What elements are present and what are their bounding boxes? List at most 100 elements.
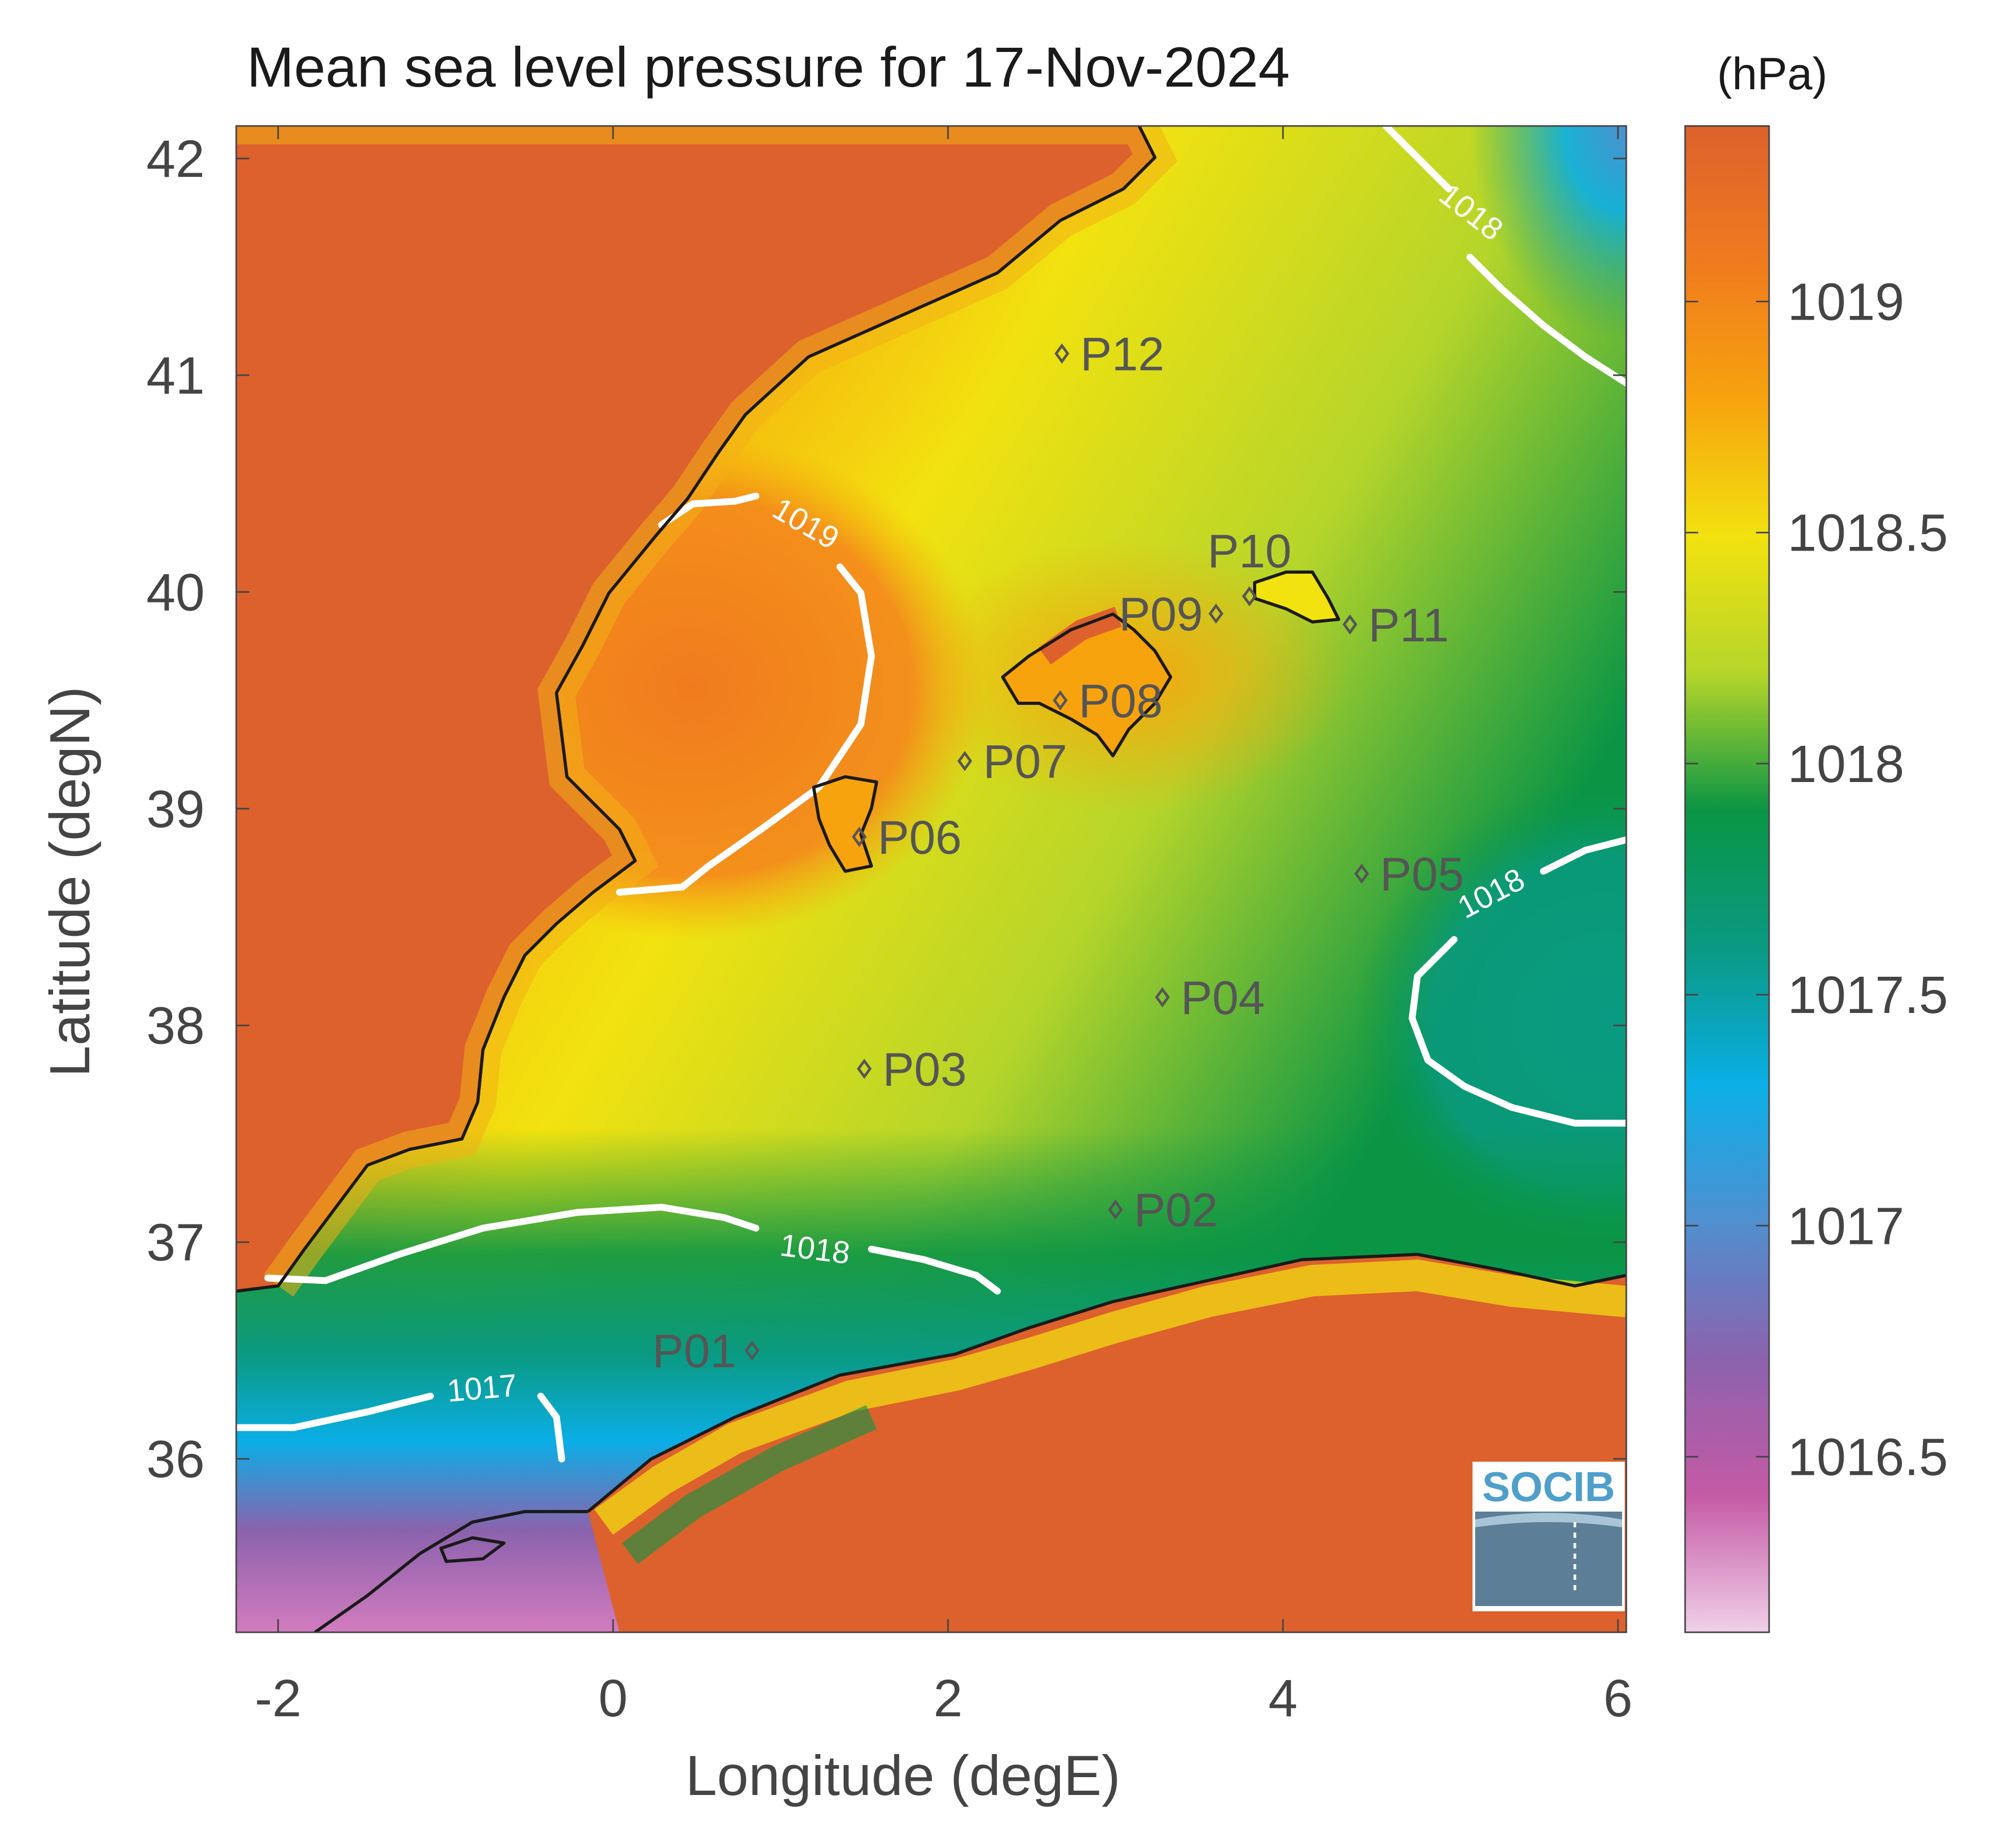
station-label: P07	[983, 736, 1067, 788]
isobar-1018-ne-b	[1466, 254, 1626, 387]
land-iberia	[236, 126, 1155, 1291]
coastline-alboran	[439, 1536, 506, 1563]
station-marker-icon	[851, 827, 867, 847]
station-marker-icon	[857, 1059, 872, 1079]
isobar-label-1017: 1017	[446, 1367, 519, 1408]
station-label: P04	[1181, 972, 1265, 1025]
x-tick-label: -2	[255, 1669, 301, 1728]
y-tick-label: 37	[146, 1213, 205, 1272]
logo-wave-panel	[1475, 1512, 1622, 1606]
coastline-iberia	[236, 126, 1156, 1293]
land-ibiza	[814, 777, 877, 871]
station-marker-icon	[1054, 343, 1069, 364]
coastline-menorca	[1253, 571, 1340, 624]
mallorca-mountains	[1038, 607, 1122, 665]
isobar-label-1018-south: 1018	[778, 1227, 852, 1271]
units-label: (hPa)	[1717, 49, 1827, 99]
station-label: P12	[1080, 329, 1164, 381]
y-axis-label: Latitude (degN)	[38, 687, 101, 1077]
station-marker-icon	[1242, 586, 1257, 607]
station-p02[interactable]: P02	[1108, 1185, 1218, 1237]
station-marker-icon	[1108, 1199, 1123, 1220]
title-group: Mean sea level pressure for 17-Nov-2024 …	[247, 35, 1827, 99]
land-menorca	[1255, 572, 1339, 622]
isobar-1018-east-a	[1408, 936, 1626, 1127]
colorbar-tick-label: 1017.5	[1787, 966, 1948, 1025]
y-tick-label: 39	[146, 780, 205, 839]
station-label: P01	[652, 1325, 736, 1378]
station-label: P11	[1369, 599, 1449, 652]
coastline-ibiza	[812, 775, 878, 873]
station-p01[interactable]: P01	[652, 1325, 760, 1378]
station-label: P10	[1207, 525, 1291, 578]
station-p03[interactable]: P03	[857, 1043, 967, 1096]
station-p05[interactable]: P05	[1354, 849, 1464, 901]
x-tick-label: 6	[1603, 1669, 1633, 1728]
colorbar-tick-label: 1017	[1787, 1197, 1904, 1255]
coastal-band-africa	[594, 1259, 1626, 1535]
station-label: P05	[1380, 849, 1464, 901]
land-africa	[588, 1254, 1626, 1632]
isobar-1018-south-b	[868, 1245, 1001, 1295]
station-label: P06	[878, 811, 962, 864]
plot-frame	[235, 125, 1627, 1633]
isobar-1018-east-b	[1540, 836, 1626, 875]
coastlines	[236, 126, 1626, 1632]
station-p10[interactable]: P10	[1207, 525, 1291, 607]
station-p09[interactable]: P09	[1119, 588, 1224, 641]
x-axis-ticks: -2 0 2 4 6	[255, 126, 1633, 1728]
logo-wave-icon	[1475, 1513, 1622, 1527]
colorbar-tick-label: 1016.5	[1787, 1428, 1948, 1486]
x-axis-label: Longitude (degE)	[686, 1744, 1121, 1807]
station-p04[interactable]: P04	[1155, 972, 1265, 1025]
station-marker-icon	[1354, 863, 1370, 884]
station-p11[interactable]: P11	[1342, 599, 1449, 652]
colorbar-ticks: 1016.5 1017 1017.5 1018 1018.5 1019	[1685, 273, 1948, 1486]
isobar-1017-b	[537, 1392, 565, 1463]
isobar-1018-ne-a	[1382, 126, 1453, 193]
colorbar-tick-label: 1018	[1787, 735, 1904, 794]
isobar-1019-b	[616, 563, 875, 896]
x-tick-label: 2	[933, 1669, 963, 1728]
station-p06[interactable]: P06	[851, 811, 962, 864]
y-tick-label: 42	[146, 130, 205, 188]
station-p08[interactable]: P08	[1053, 675, 1163, 727]
station-p07[interactable]: P07	[957, 736, 1067, 788]
station-marker-icon	[1053, 690, 1068, 711]
coastal-band-africa-green	[622, 1405, 877, 1564]
coastline-gibraltar	[314, 1510, 588, 1632]
coastline-mallorca	[1001, 613, 1172, 757]
station-marker-icon	[1208, 603, 1224, 624]
isobar-1019-a	[658, 492, 760, 529]
colorbar-tick-label: 1018.5	[1787, 504, 1948, 563]
station-p12[interactable]: P12	[1054, 329, 1164, 381]
colorbar	[1685, 126, 1769, 1632]
station-marker-icon	[1155, 987, 1170, 1008]
x-tick-label: 4	[1268, 1669, 1298, 1728]
pressure-map: 1019 1018 1018 1018 1017 P01P02P03P04P05…	[236, 126, 1626, 1632]
y-tick-label: 38	[146, 997, 205, 1055]
chart-title: Mean sea level pressure for 17-Nov-2024	[247, 35, 1290, 99]
station-marker-icon	[744, 1340, 760, 1361]
station-label: P08	[1079, 675, 1163, 727]
station-marker-icon	[957, 751, 972, 772]
y-tick-label: 40	[146, 563, 205, 622]
pressure-low-northeast	[1312, 126, 1626, 556]
station-label: P02	[1134, 1185, 1218, 1237]
y-axis-ticks: 36 37 38 39 40 41 42	[146, 130, 1626, 1489]
colorbar-frame	[1684, 125, 1770, 1633]
y-tick-label: 41	[146, 346, 205, 405]
colorbar-tick-label: 1019	[1787, 273, 1904, 332]
logo-text: SOCIB	[1482, 1463, 1615, 1510]
isobars	[236, 126, 1626, 1463]
y-tick-label: 36	[146, 1430, 205, 1489]
station-marker-icon	[1342, 614, 1358, 635]
socib-logo: SOCIB	[1472, 1462, 1625, 1611]
isobar-1018-south-a	[264, 1203, 760, 1284]
x-tick-label: 0	[598, 1669, 628, 1728]
isobar-1017-a	[236, 1392, 434, 1431]
station-label: P03	[882, 1043, 966, 1096]
station-label: P09	[1119, 588, 1203, 641]
